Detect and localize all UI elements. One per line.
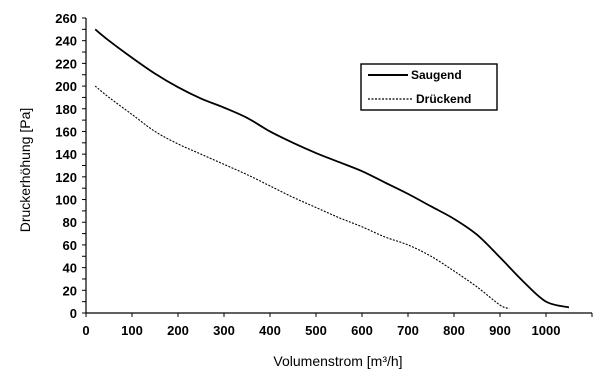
- x-tick-label: 500: [305, 323, 327, 338]
- y-tick-label: 100: [55, 193, 77, 208]
- x-tick-label: 0: [82, 323, 89, 338]
- series-line-saugend: [94, 28, 570, 309]
- x-tick-label: 900: [489, 323, 511, 338]
- y-tick-label: 80: [63, 215, 77, 230]
- y-tick-label: 200: [55, 79, 77, 94]
- y-axis-title: Druckerhöhung [Pa]: [17, 108, 33, 233]
- series-layer: [94, 28, 570, 309]
- plot-area: 0 20 40 60 80 100 120 140 160 180 200 220 240 260 0 10…: [55, 11, 593, 338]
- x-tick-label: 100: [121, 323, 143, 338]
- x-axis-title: Volumenstrom [m³/h]: [273, 353, 402, 369]
- y-tick-label: 260: [55, 11, 77, 26]
- legend-label-saugend: Saugend: [411, 68, 462, 82]
- y-tick-label: 220: [55, 56, 77, 71]
- y-ticks: 0 20 40 60 80 100 120 140 160 180 200 220 240 260: [55, 11, 86, 321]
- y-tick-label: 40: [63, 261, 77, 276]
- legend: Saugend Drückend: [360, 63, 498, 111]
- x-tick-label: 600: [351, 323, 373, 338]
- x-tick-label: 800: [443, 323, 465, 338]
- y-tick-label: 180: [55, 102, 77, 117]
- x-ticks: 0 100 200 300 400 500 600 700 800 900 1000: [82, 313, 593, 338]
- y-tick-label: 140: [55, 147, 77, 162]
- y-tick-label: 20: [63, 283, 77, 298]
- y-tick-label: 120: [55, 170, 77, 185]
- x-tick-label: 1000: [532, 323, 561, 338]
- x-tick-label: 200: [167, 323, 189, 338]
- y-tick-label: 60: [63, 238, 77, 253]
- y-tick-label: 0: [70, 306, 77, 321]
- x-tick-label: 700: [397, 323, 419, 338]
- legend-box: [360, 63, 498, 111]
- y-tick-label: 240: [55, 34, 77, 49]
- y-tick-label: 160: [55, 124, 77, 139]
- x-tick-label: 300: [213, 323, 235, 338]
- series-line-drueckend: [94, 85, 510, 309]
- legend-label-drueckend: Drückend: [416, 92, 471, 106]
- x-tick-label: 400: [259, 323, 281, 338]
